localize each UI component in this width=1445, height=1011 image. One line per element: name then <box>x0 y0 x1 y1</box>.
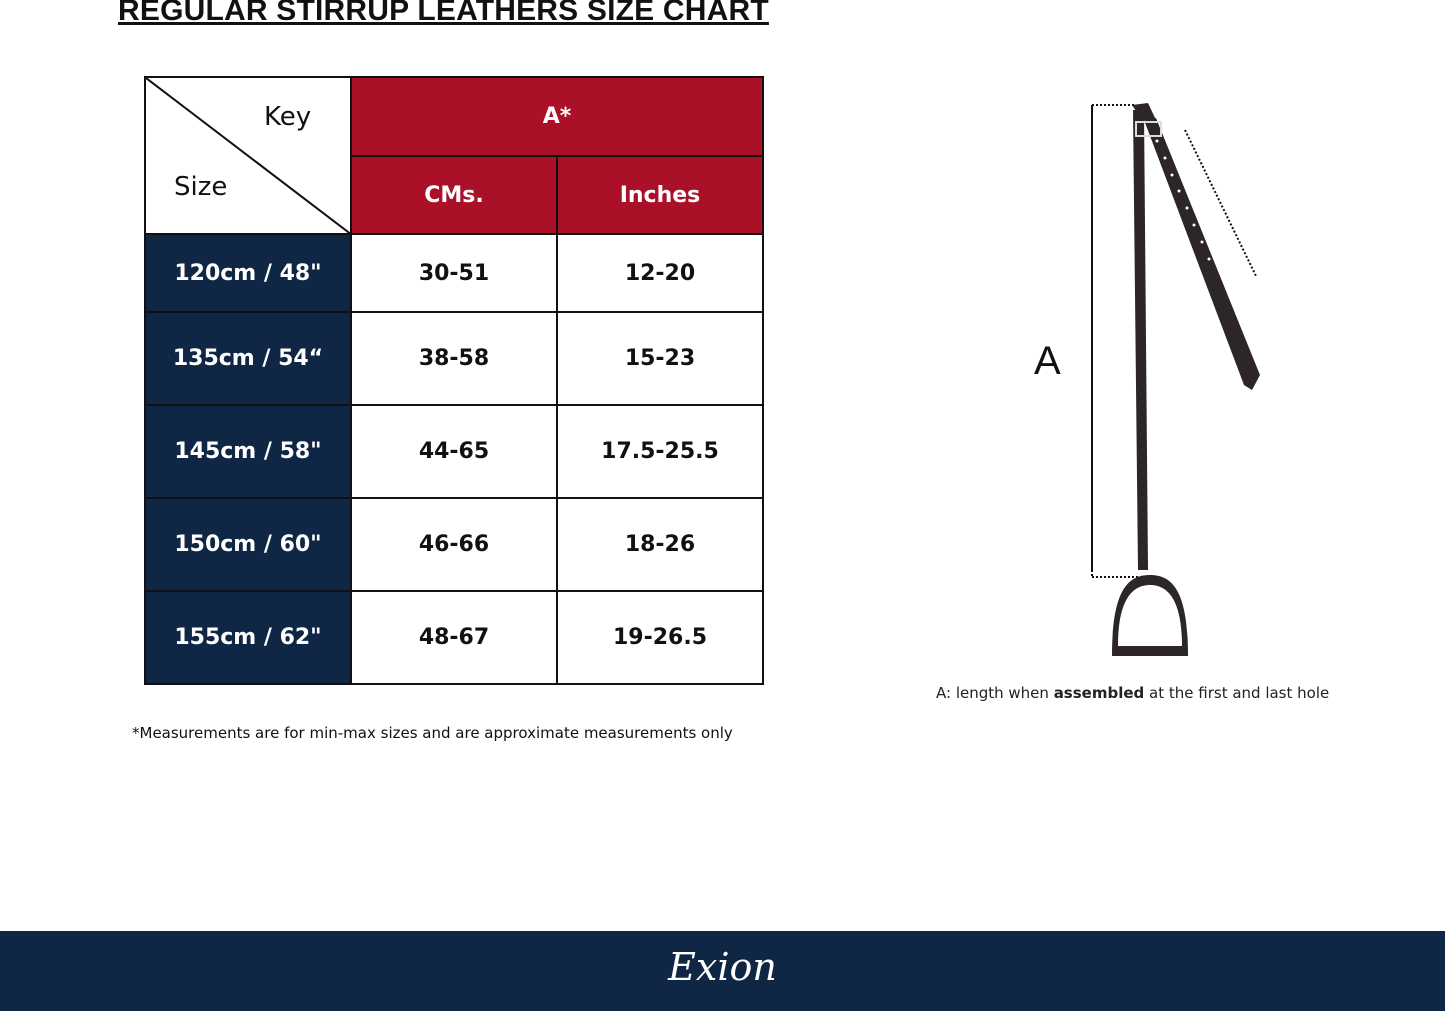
diagram-caption: A: length when assembled at the first an… <box>936 684 1329 702</box>
caption-text-end: at the first and last hole <box>1144 684 1330 702</box>
stirrup-leather-diagram: A <box>1034 103 1260 656</box>
cms-cell: 44-65 <box>350 404 558 499</box>
page-title: REGULAR STIRRUP LEATHERS SIZE CHART <box>118 0 769 27</box>
table-row: 150cm / 60" 46-66 18-26 <box>144 497 764 592</box>
size-cell: 150cm / 60" <box>144 497 352 592</box>
table-row: 155cm / 62" 48-67 19-26.5 <box>144 590 764 685</box>
inches-cell: 18-26 <box>556 497 764 592</box>
size-cell: 120cm / 48" <box>144 233 352 313</box>
leather-strap <box>1133 110 1148 570</box>
table-row: 135cm / 54“ 38-58 15-23 <box>144 311 764 406</box>
brand-logo: Exion <box>668 945 777 989</box>
inches-cell: 19-26.5 <box>556 590 764 685</box>
size-cell: 135cm / 54“ <box>144 311 352 406</box>
group-header: A* <box>350 76 764 157</box>
cms-cell: 48-67 <box>350 590 558 685</box>
inches-cell: 15-23 <box>556 311 764 406</box>
key-label: Key <box>264 102 312 132</box>
table-row: 120cm / 48" 30-51 12-20 <box>144 233 764 313</box>
table-row: 145cm / 58" 44-65 17.5-25.5 <box>144 404 764 499</box>
footer-bar: Exion <box>0 931 1445 1011</box>
adjust-arrow <box>1184 129 1257 277</box>
column-header-inches: Inches <box>556 155 764 235</box>
cms-cell: 30-51 <box>350 233 558 313</box>
caption-text: A: length when <box>936 684 1054 702</box>
key-size-header: Key Size <box>144 76 352 235</box>
size-label: Size <box>174 172 228 202</box>
measurement-note: *Measurements are for min-max sizes and … <box>132 724 733 742</box>
caption-bold: assembled <box>1053 684 1145 702</box>
inches-cell: 12-20 <box>556 233 764 313</box>
size-chart-table: Key Size A* CMs. Inches 120cm / 48" 30-5… <box>144 76 764 685</box>
cms-cell: 38-58 <box>350 311 558 406</box>
diagram-label-a: A <box>1034 339 1061 383</box>
buckle <box>1135 121 1162 137</box>
size-cell: 155cm / 62" <box>144 590 352 685</box>
inches-cell: 17.5-25.5 <box>556 404 764 499</box>
size-cell: 145cm / 58" <box>144 404 352 499</box>
diagonal-line <box>146 78 352 235</box>
column-header-cms: CMs. <box>350 155 558 235</box>
cms-cell: 46-66 <box>350 497 558 592</box>
stirrup-iron <box>1112 575 1188 656</box>
leather-strap-tail <box>1144 118 1260 390</box>
